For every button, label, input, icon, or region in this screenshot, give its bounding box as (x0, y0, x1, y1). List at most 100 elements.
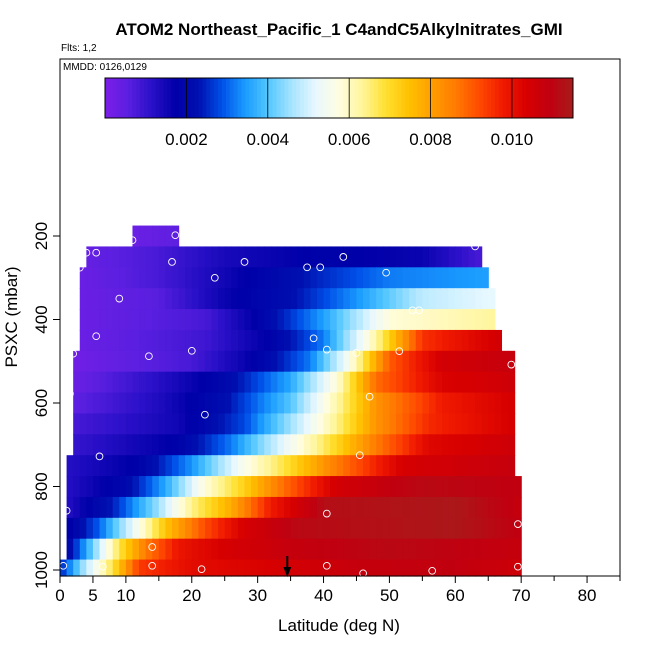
colorbar-segment (319, 78, 324, 118)
heatmap-cell (178, 288, 186, 310)
heatmap-cell (211, 455, 219, 477)
heatmap-cell (422, 413, 430, 435)
heatmap-cell (119, 309, 127, 331)
heatmap-cell (488, 392, 496, 415)
colorbar-segment (331, 78, 336, 118)
heatmap-cell (152, 538, 160, 561)
heatmap-cell (349, 455, 358, 477)
heatmap-cell (158, 225, 167, 248)
heatmap-cell (442, 371, 450, 394)
heatmap-cell (369, 392, 377, 415)
heatmap-cell (336, 329, 344, 352)
y-axis: 200 400 600 800 1000 (32, 59, 61, 589)
heatmap-cell (409, 246, 417, 268)
heatmap-cell (99, 329, 107, 352)
heatmap-cell (363, 392, 371, 415)
heatmap-cell (125, 517, 134, 540)
heatmap-cell (218, 517, 226, 540)
heatmap-cell (461, 246, 470, 268)
heatmap-cell (244, 538, 252, 561)
heatmap-cell (422, 434, 430, 456)
heatmap-cell (119, 517, 127, 540)
heatmap-cell (316, 350, 325, 373)
colorbar-segment (147, 78, 153, 118)
heatmap-cell (343, 392, 351, 415)
heatmap-cell (389, 496, 397, 519)
colorbar-segment (491, 78, 496, 118)
colorbar-segment (124, 78, 129, 118)
heatmap-cell (244, 267, 252, 289)
heatmap-cell (330, 309, 338, 331)
heatmap-cell (86, 496, 94, 519)
heatmap-cell (415, 309, 423, 331)
heatmap-cell (475, 309, 483, 331)
colorbar-segment (342, 78, 348, 118)
heatmap-cell (494, 434, 503, 456)
heatmap-cell (455, 476, 463, 498)
colorbar-segment (222, 78, 227, 118)
heatmap-cell (369, 267, 377, 289)
heatmap-cell (336, 413, 344, 435)
observation-point (145, 352, 153, 361)
colorbar-segment (541, 78, 547, 118)
heatmap-cell (435, 309, 443, 331)
heatmap-cell (79, 288, 87, 310)
heatmap-cell (501, 517, 509, 540)
colorbar-segment (264, 78, 270, 118)
heatmap-cell (132, 329, 140, 352)
heatmap-cell (244, 371, 252, 394)
heatmap-cell (257, 288, 265, 310)
heatmap-cell (172, 538, 180, 561)
heatmap-cell (428, 329, 437, 352)
heatmap-cell (185, 413, 193, 435)
heatmap-cell (185, 455, 193, 477)
heatmap-cell (251, 538, 259, 561)
colorbar-segment (311, 78, 317, 118)
heatmap-cell (389, 538, 397, 561)
y-tick-label: 600 (32, 389, 51, 417)
heatmap-cell (442, 329, 450, 352)
colorbar-segment (565, 78, 570, 118)
heatmap-cell (99, 434, 107, 456)
heatmap-cell (132, 350, 140, 373)
colorbar-segment (495, 78, 500, 118)
heatmap-cell (475, 434, 483, 456)
heatmap-cell (448, 350, 456, 373)
heatmap-cell (349, 288, 358, 310)
heatmap-cell (297, 455, 305, 477)
heatmap-cell (172, 455, 180, 477)
heatmap-cell (211, 288, 219, 310)
heatmap-cell (316, 538, 325, 561)
heatmap-cell (191, 288, 199, 310)
heatmap-cell (468, 496, 476, 519)
heatmap-cell (145, 225, 153, 248)
heatmap-cell (172, 413, 180, 435)
colorbar-segment (530, 78, 535, 118)
heatmap-cell (415, 392, 423, 415)
heatmap-cell (481, 392, 489, 415)
heatmap-cell (475, 267, 483, 289)
colorbar-tick-label: 0.006 (328, 130, 371, 149)
heatmap-cell (119, 455, 127, 477)
heatmap-cell (415, 476, 423, 498)
heatmap-cell (363, 559, 371, 577)
heatmap-cell (356, 392, 364, 415)
heatmap-cell (303, 413, 311, 435)
heatmap-cell (244, 288, 252, 310)
flight-latitude-marker (283, 556, 292, 577)
heatmap-cell (198, 329, 206, 352)
heatmap-cell (336, 350, 344, 373)
heatmap-cell (336, 267, 344, 289)
heatmap-cell (231, 434, 239, 456)
colorbar-segment (350, 78, 356, 118)
heatmap-cell (73, 538, 81, 561)
heatmap-cell (501, 434, 509, 456)
heatmap-cell (145, 309, 153, 331)
heatmap-cell (165, 246, 173, 268)
colorbar-segment (108, 78, 114, 118)
colorbar-segment (471, 78, 476, 118)
heatmap-cell (79, 329, 87, 352)
x-tick-label: 40 (314, 586, 333, 605)
heatmap-cell (132, 538, 140, 561)
heatmap-cell (92, 434, 101, 456)
